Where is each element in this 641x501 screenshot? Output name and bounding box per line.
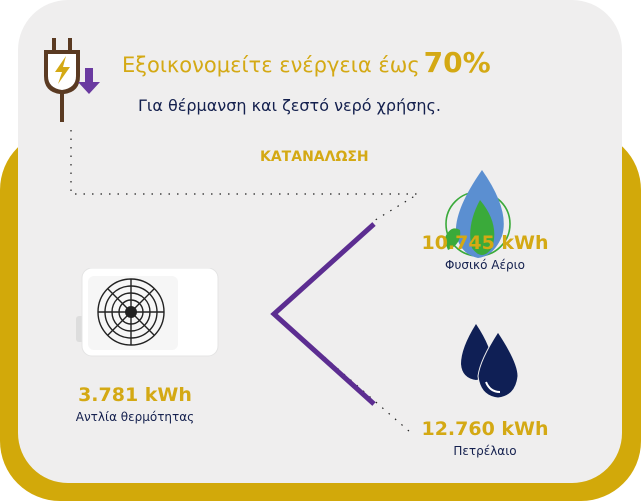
subtitle: Για θέρμανση και ζεστό νερό χρήσης.: [138, 96, 441, 115]
headline: Εξοικονομείτε ενέργεια έως 70%: [122, 46, 491, 79]
headline-percent: 70%: [423, 46, 491, 79]
consumption-label: ΚΑΤΑΝΑΛΩΣΗ: [260, 149, 369, 165]
heat-pump-label: Αντλία θερμότητας: [75, 410, 195, 424]
oil-value: 12.760 kWh: [421, 418, 549, 440]
heat-pump-icon: [76, 268, 219, 357]
headline-text: Εξοικονομείτε ενέργεια έως: [122, 53, 420, 77]
oil-label: Πετρέλαιο: [453, 444, 517, 458]
natural-gas-flame-leaf-icon: [444, 170, 511, 258]
heat-pump-value: 3.781 kWh: [78, 384, 192, 406]
dotted-connector-gas: [70, 130, 421, 223]
plug-energy-icon: [44, 38, 100, 122]
comparison-chevron: [270, 222, 376, 406]
gas-value: 10.745 kWh: [421, 232, 549, 254]
oil-drops-icon: [461, 324, 519, 399]
content-panel: [18, 0, 622, 483]
gas-label: Φυσικό Αέριο: [445, 258, 525, 272]
